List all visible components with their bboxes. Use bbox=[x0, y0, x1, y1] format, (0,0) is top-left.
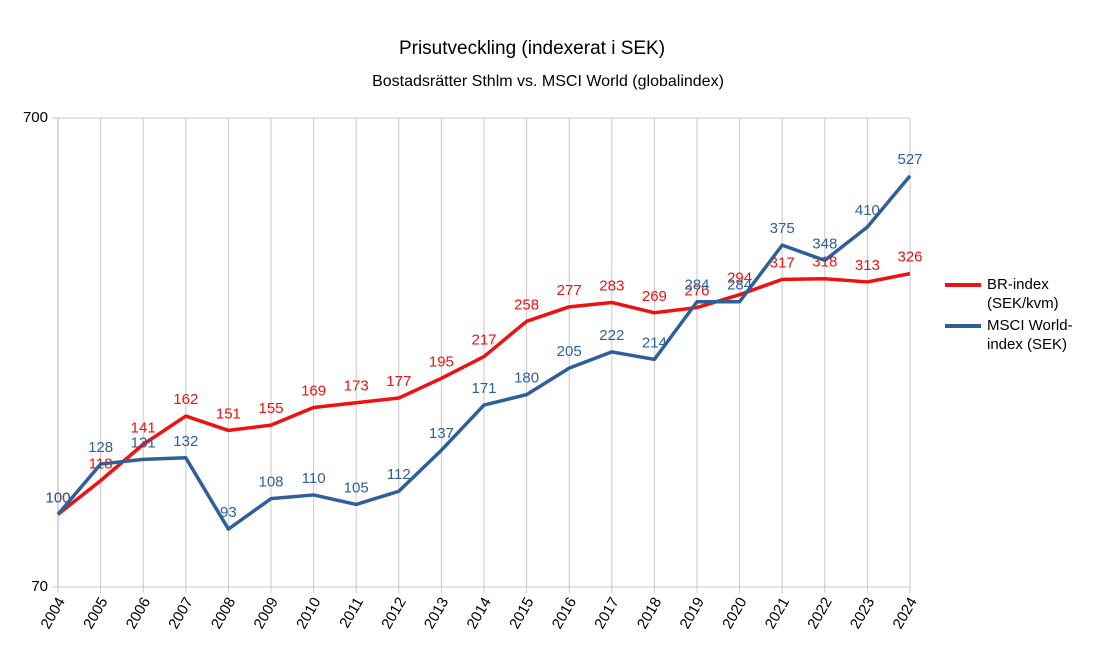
data-label: 162 bbox=[173, 391, 198, 408]
x-tick-label: 2021 bbox=[762, 594, 793, 631]
data-label: 410 bbox=[855, 202, 880, 219]
data-label: 269 bbox=[642, 288, 667, 305]
series-line bbox=[56, 271, 911, 516]
legend-entry: MSCI World-index (SEK) bbox=[987, 317, 1073, 353]
data-label: 326 bbox=[897, 249, 922, 266]
data-label: 258 bbox=[514, 296, 539, 313]
data-label: 155 bbox=[258, 400, 283, 417]
data-label: 276 bbox=[684, 283, 709, 300]
x-tick-label: 2008 bbox=[208, 594, 239, 631]
x-tick-label: 2017 bbox=[591, 594, 622, 631]
data-label: 214 bbox=[642, 334, 667, 351]
data-label: 177 bbox=[386, 373, 411, 390]
x-tick-label: 2005 bbox=[80, 594, 111, 631]
series-line bbox=[56, 174, 912, 531]
data-label: 527 bbox=[897, 151, 922, 168]
data-label: 137 bbox=[429, 425, 454, 442]
data-label: 205 bbox=[557, 343, 582, 360]
y-tick-label: 700 bbox=[23, 109, 48, 126]
data-label: 141 bbox=[131, 419, 156, 436]
data-label: 105 bbox=[344, 479, 369, 496]
x-tick-label: 2004 bbox=[37, 594, 68, 631]
x-tick-label: 2015 bbox=[506, 594, 537, 631]
x-tick-label: 2013 bbox=[421, 594, 452, 631]
data-label: 100 bbox=[45, 489, 70, 506]
data-label: 128 bbox=[88, 439, 113, 456]
x-tick-label: 2012 bbox=[378, 594, 409, 631]
data-label: 375 bbox=[770, 220, 795, 237]
data-label: 317 bbox=[770, 254, 795, 271]
data-label: 112 bbox=[387, 466, 411, 483]
data-label: 131 bbox=[131, 434, 156, 451]
data-label: 171 bbox=[471, 380, 496, 397]
x-tick-label: 2016 bbox=[549, 594, 580, 631]
x-tick-label: 2023 bbox=[847, 594, 878, 631]
data-label: 313 bbox=[855, 257, 880, 274]
chart-subtitle: Bostadsrätter Sthlm vs. MSCI World (glob… bbox=[372, 73, 724, 90]
data-label: 173 bbox=[344, 378, 369, 395]
data-label: 294 bbox=[727, 270, 752, 287]
data-label: 348 bbox=[812, 235, 837, 252]
x-tick-label: 2019 bbox=[676, 594, 707, 631]
data-label: 195 bbox=[429, 353, 454, 370]
data-label: 110 bbox=[302, 470, 326, 487]
legend-entry: BR-index (SEK/kvm) bbox=[987, 276, 1059, 312]
legend-label: BR-index (SEK/kvm) bbox=[987, 276, 1059, 312]
data-label: 284 bbox=[727, 277, 752, 294]
data-label: 169 bbox=[301, 382, 326, 399]
data-label: 180 bbox=[514, 370, 539, 387]
data-label: 284 bbox=[684, 277, 709, 294]
data-label: 93 bbox=[220, 504, 237, 521]
data-label: 132 bbox=[173, 433, 198, 450]
chart-title: Prisutveckling (indexerat i SEK) bbox=[399, 38, 665, 59]
x-tick-label: 2014 bbox=[463, 594, 494, 631]
data-label: 108 bbox=[258, 474, 283, 491]
x-tick-label: 2018 bbox=[634, 594, 665, 631]
x-tick-label: 2011 bbox=[336, 594, 367, 630]
x-tick-label: 2007 bbox=[165, 594, 196, 631]
data-label: 217 bbox=[471, 332, 496, 349]
y-tick-label: 70 bbox=[31, 578, 48, 595]
x-tick-label: 2006 bbox=[123, 594, 154, 631]
data-label: 151 bbox=[216, 405, 241, 422]
data-label: 277 bbox=[557, 282, 582, 299]
x-tick-label: 2022 bbox=[804, 594, 835, 631]
x-tick-label: 2024 bbox=[889, 594, 920, 631]
data-label: 283 bbox=[599, 277, 624, 294]
data-label: 100 bbox=[45, 489, 70, 506]
data-label: 222 bbox=[599, 327, 624, 344]
x-tick-label: 2010 bbox=[293, 594, 324, 631]
x-tick-label: 2009 bbox=[250, 594, 281, 631]
x-tick-label: 2020 bbox=[719, 594, 750, 631]
legend-label: MSCI World-index (SEK) bbox=[987, 317, 1073, 353]
